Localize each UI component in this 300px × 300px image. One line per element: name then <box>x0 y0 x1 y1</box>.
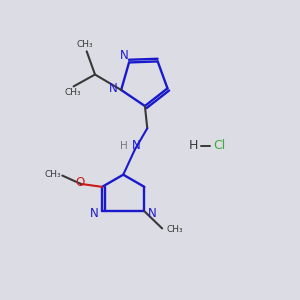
Text: CH₃: CH₃ <box>77 40 94 49</box>
Text: N: N <box>90 207 99 220</box>
Text: N: N <box>109 82 117 95</box>
Text: N: N <box>148 207 157 220</box>
Text: N: N <box>120 50 129 62</box>
Text: H: H <box>120 140 128 151</box>
Text: H: H <box>188 139 198 152</box>
Text: CH₃: CH₃ <box>167 226 183 235</box>
Text: O: O <box>75 176 84 189</box>
Text: CH₃: CH₃ <box>44 169 61 178</box>
Text: N: N <box>132 139 141 152</box>
Text: CH₃: CH₃ <box>65 88 81 98</box>
Text: Cl: Cl <box>214 139 226 152</box>
